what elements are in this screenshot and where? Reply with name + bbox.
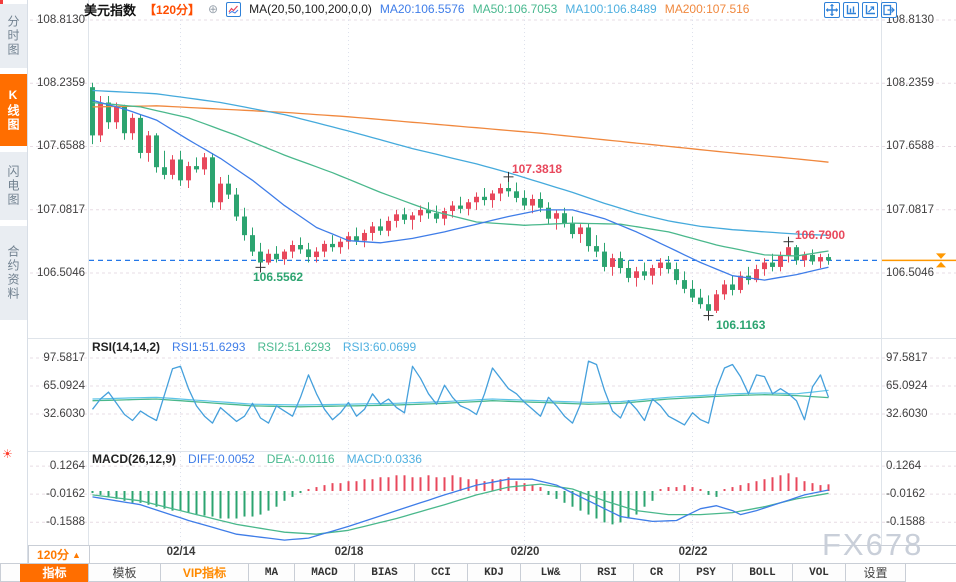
macd-axis-label: -0.1588 — [886, 516, 926, 528]
rsi-axis-label: 32.6030 — [43, 408, 85, 420]
ma20-value: MA20:106.5576 — [379, 2, 465, 16]
y-axis-label: 108.8130 — [37, 14, 85, 26]
low-annotation: 106.1163 — [716, 318, 766, 332]
tab-lwr[interactable]: LW& — [520, 564, 581, 582]
period-selector-button[interactable]: 120分 ▲ — [28, 545, 90, 564]
tab-cr[interactable]: CR — [633, 564, 680, 582]
diff-value: DIFF:0.0052 — [188, 452, 255, 466]
macd-title: MACD(26,12,9) — [92, 452, 177, 466]
y-axis-label: 108.8130 — [886, 14, 934, 26]
low-annotation: 106.5562 — [253, 270, 304, 284]
ma100-value: MA100:106.8489 — [565, 2, 657, 16]
period-tag: 【120分】 — [144, 2, 201, 17]
rsi2-value: RSI2:51.6293 — [257, 340, 331, 354]
period-selector-label: 120分 — [37, 548, 70, 562]
macd-axis-label: -0.0162 — [886, 488, 926, 500]
high-annotation: 107.3818 — [512, 162, 563, 176]
tab-settings[interactable]: 设置 — [845, 564, 906, 582]
macd-value: MACD:0.0336 — [346, 452, 422, 466]
collapse-right-icon[interactable] — [881, 2, 897, 18]
toolbar-spacer — [0, 564, 21, 582]
rsi-axis-label: 32.6030 — [886, 408, 928, 420]
x-axis-date: 02/14 — [166, 546, 196, 558]
tab-psy[interactable]: PSY — [679, 564, 733, 582]
macd-axis-label: 0.1264 — [49, 460, 85, 472]
y-axis-label: 107.6588 — [37, 140, 85, 152]
sidebar-item-contract-info[interactable]: 合约资料 — [0, 226, 27, 320]
tab-macd[interactable]: MACD — [294, 564, 355, 582]
chart-tool-buttons — [824, 2, 897, 18]
rsi-axis-label: 97.5817 — [43, 352, 85, 364]
tab-cci[interactable]: CCI — [414, 564, 468, 582]
sidebar-item-time-chart[interactable]: 分时图 — [0, 4, 27, 68]
y-axis-label: 107.6588 — [886, 140, 934, 152]
x-axis-date: 02/18 — [334, 546, 364, 558]
mini-chart-icon — [226, 1, 242, 17]
add-indicator-icon[interactable]: ⊕ — [208, 2, 219, 16]
sidebar-item-kline-chart[interactable]: K线图 — [0, 74, 27, 146]
sidebar-item-lightning-chart[interactable]: 闪电图 — [0, 152, 27, 220]
tab-vol[interactable]: VOL — [792, 564, 846, 582]
y-axis-label: 107.0817 — [886, 204, 934, 216]
ma50-value: MA50:106.7053 — [472, 2, 558, 16]
indicator-toolbar: 指标 模板 VIP指标 MA MACD BIAS CCI KDJ LW& RSI… — [0, 563, 956, 582]
y-axis-label: 108.2359 — [886, 77, 934, 89]
symbol-name: 美元指数 — [84, 2, 137, 18]
y-axis-label: 106.5046 — [886, 267, 934, 279]
rsi-axis-label: 65.0924 — [886, 380, 928, 392]
macd-axis-label: 0.1264 — [886, 460, 922, 472]
y-axis-label: 108.2359 — [37, 77, 85, 89]
ma-params-label: MA(20,50,100,200,0,0) — [249, 2, 372, 16]
axis-zoom-icon[interactable] — [843, 2, 859, 18]
y-axis-label: 106.5046 — [37, 267, 85, 279]
rsi-header: RSI(14,14,2) RSI1:51.6293 RSI2:51.6293 R… — [92, 340, 416, 354]
ma200-value: MA200:107.516 — [664, 2, 750, 16]
x-axis-date: 02/20 — [510, 546, 540, 558]
y-axis-label: 107.0817 — [37, 204, 85, 216]
macd-axis-label: -0.1588 — [45, 516, 85, 528]
high-annotation: 106.7900 — [795, 228, 846, 242]
rsi-axis-label: 97.5817 — [886, 352, 928, 364]
tab-kdj[interactable]: KDJ — [467, 564, 521, 582]
rsi-title: RSI(14,14,2) — [92, 340, 161, 354]
alert-blink-icon: ☀ — [2, 447, 13, 461]
macd-header: MACD(26,12,9) DIFF:0.0052 DEA:-0.0116 MA… — [92, 452, 422, 466]
rsi3-value: RSI3:60.0699 — [342, 340, 417, 354]
tab-boll[interactable]: BOLL — [732, 564, 793, 582]
rsi-axis-label: 65.0924 — [43, 380, 85, 392]
chart-header: 美元指数 【120分】 ⊕ MA(20,50,100,200,0,0) MA20… — [84, 1, 750, 18]
tab-template[interactable]: 模板 — [88, 564, 161, 582]
tab-rsi[interactable]: RSI — [580, 564, 634, 582]
axis-scale-icon[interactable] — [862, 2, 878, 18]
rsi1-value: RSI1:51.6293 — [172, 340, 246, 354]
x-axis-date: 02/22 — [678, 546, 708, 558]
tab-bias[interactable]: BIAS — [354, 564, 415, 582]
macd-axis-label: -0.0162 — [45, 488, 85, 500]
dea-value: DEA:-0.0116 — [266, 452, 335, 466]
tab-vip-indicator[interactable]: VIP指标 — [160, 564, 249, 582]
tab-ma[interactable]: MA — [248, 564, 295, 582]
chevron-up-icon: ▲ — [72, 549, 81, 560]
crosshair-icon[interactable] — [824, 2, 840, 18]
tab-indicator[interactable]: 指标 — [20, 564, 89, 582]
